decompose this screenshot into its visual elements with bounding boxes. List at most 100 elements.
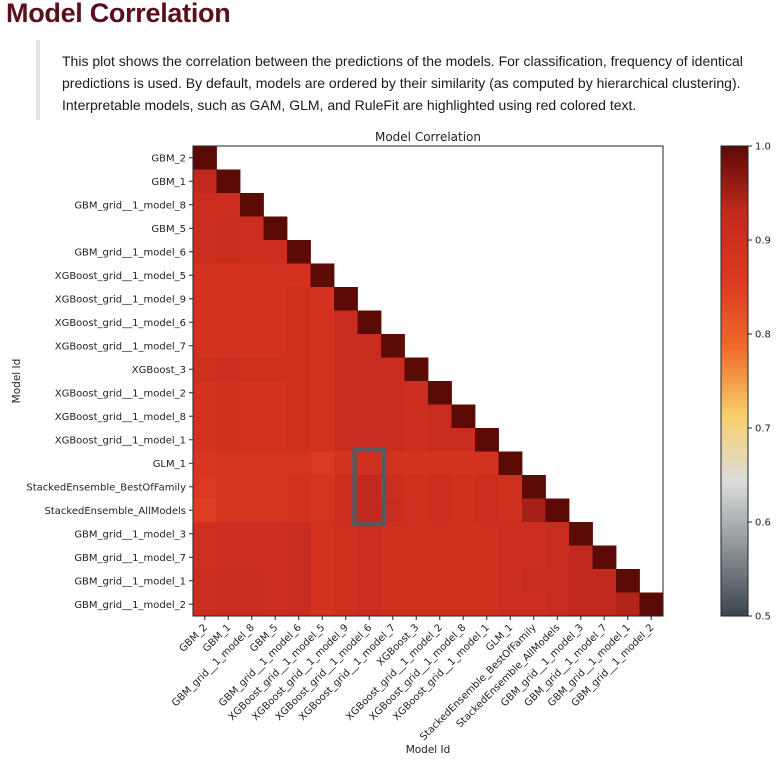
heatmap-cell — [216, 310, 241, 335]
heatmap-cell — [240, 545, 264, 570]
heatmap-cell — [357, 498, 382, 523]
y-tick-label: StackedEnsemble_AllModels — [45, 506, 187, 517]
y-tick-label: GBM_5 — [151, 224, 186, 235]
heatmap-cell — [240, 569, 264, 593]
heatmap-cell — [310, 287, 335, 311]
heatmap-cell — [428, 381, 452, 405]
heatmap-cell — [404, 569, 429, 593]
heatmap-cell — [310, 357, 335, 382]
heatmap-cell — [404, 545, 429, 570]
y-tick-label: StackedEnsemble_BestOfFamily — [26, 482, 186, 493]
heatmap-cell — [263, 498, 288, 523]
heatmap-cell — [216, 498, 241, 523]
heatmap-cell — [381, 451, 405, 476]
heatmap-cell — [381, 569, 405, 593]
heatmap-cell — [381, 545, 405, 570]
heatmap-cell — [263, 569, 288, 593]
heatmap-cell — [240, 193, 264, 217]
heatmap-cell — [193, 428, 217, 452]
heatmap-cell — [263, 263, 288, 288]
heatmap-cell — [334, 522, 358, 546]
heatmap-cell — [193, 193, 217, 217]
heatmap-cell — [522, 522, 546, 546]
heatmap-cell — [287, 404, 311, 429]
y-tick-label: GBM_grid__1_model_2 — [74, 600, 186, 611]
heatmap-cell — [357, 381, 382, 405]
description-text: This plot shows the correlation between … — [62, 53, 743, 113]
heatmap-cell — [522, 545, 546, 570]
heatmap-cell — [193, 357, 217, 382]
heatmap-cell — [404, 592, 429, 617]
heatmap-cell — [193, 569, 217, 593]
heatmap-cell — [334, 428, 358, 452]
heatmap-cell — [498, 569, 523, 593]
heatmap-cell — [287, 334, 311, 358]
highlight-rectangle — [352, 447, 387, 527]
heatmap-cell — [287, 287, 311, 311]
heatmap-cell — [263, 216, 288, 241]
colorbar: 0.5 0.6 0.7 0.8 0.9 1.0 — [720, 142, 771, 623]
heatmap-cell — [334, 451, 358, 476]
heatmap-cell — [545, 592, 570, 617]
x-tick-labels: GBM_2GBM_1GBM_grid__1_model_8GBM_5GBM_gr… — [170, 616, 656, 743]
y-tick-label: XGBoost_grid__1_model_7 — [55, 341, 186, 352]
heatmap-cell — [381, 498, 405, 523]
heatmap-cell — [240, 475, 264, 499]
heatmap-cell — [310, 475, 335, 499]
heatmap-cell — [428, 569, 452, 593]
heatmap-cell — [522, 475, 546, 499]
heatmap-cell — [616, 569, 640, 593]
heatmap-cell — [216, 357, 241, 382]
heatmap-cell — [404, 475, 429, 499]
heatmap-cell — [310, 545, 335, 570]
heatmap-cell — [216, 169, 241, 194]
y-tick-label: XGBoost_3 — [132, 365, 186, 376]
heatmap-cell — [240, 381, 264, 405]
heatmap-cells — [193, 146, 664, 617]
heatmap-cell — [428, 404, 452, 429]
heatmap-cell — [193, 287, 217, 311]
heatmap-cell — [545, 545, 570, 570]
y-tick-label: GLM_1 — [153, 459, 186, 470]
heatmap-cell — [357, 310, 382, 335]
heatmap-cell — [428, 592, 452, 617]
heatmap-cell — [545, 498, 570, 523]
colorbar-tick-label: 0.8 — [755, 330, 771, 341]
heatmap-cell — [404, 404, 429, 429]
heatmap-cell — [334, 475, 358, 499]
heatmap-cell — [310, 310, 335, 335]
heatmap-cell — [475, 569, 499, 593]
colorbar-tick-label: 0.7 — [755, 424, 771, 435]
colorbar-tick-label: 0.5 — [755, 612, 771, 623]
heatmap-cell — [475, 475, 499, 499]
heatmap-cell — [475, 428, 499, 452]
y-tick-label: GBM_grid__1_model_3 — [74, 529, 186, 540]
heatmap-cell — [287, 240, 311, 264]
heatmap-cell — [263, 451, 288, 476]
heatmap-cell — [310, 522, 335, 546]
heatmap-cell — [193, 146, 217, 170]
heatmap-cell — [240, 287, 264, 311]
heatmap-cell — [287, 451, 311, 476]
heatmap-cell — [404, 357, 429, 382]
heatmap-cell — [451, 498, 476, 523]
heatmap-cell — [240, 357, 264, 382]
heatmap-cell — [263, 428, 288, 452]
heatmap-cell — [451, 522, 476, 546]
heatmap-cell — [522, 498, 546, 523]
heatmap-cell — [498, 451, 523, 476]
heatmap-cell — [287, 522, 311, 546]
heatmap-cell — [334, 592, 358, 617]
heatmap-cell — [216, 216, 241, 241]
heatmap-cell — [381, 522, 405, 546]
heatmap-cell — [498, 545, 523, 570]
heatmap-cell — [334, 498, 358, 523]
heatmap-cell — [357, 545, 382, 570]
heatmap-cell — [240, 334, 264, 358]
y-tick-label: XGBoost_grid__1_model_9 — [55, 294, 186, 305]
heatmap-cell — [216, 569, 241, 593]
heatmap-cell — [310, 263, 335, 288]
heatmap-cell — [193, 522, 217, 546]
heatmap-cell — [428, 451, 452, 476]
heatmap-cell — [216, 263, 241, 288]
